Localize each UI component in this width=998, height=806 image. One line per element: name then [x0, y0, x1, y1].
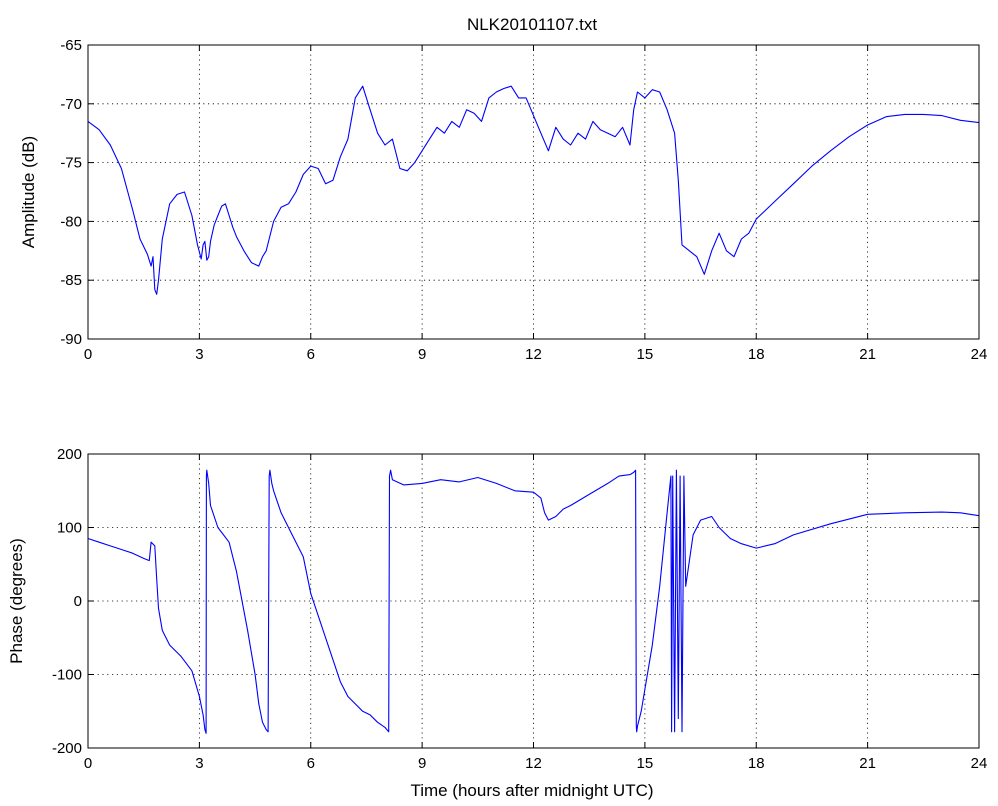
amplitude-x-tick-label: 0	[84, 346, 92, 363]
phase-y-axis-label: Phase (degrees)	[7, 538, 26, 664]
phase-plot: 0 3 6 9 12 15 18 21 24 -200 -100 0 100 200 Phase (deg…	[7, 446, 987, 800]
phase-ticks: 0 3 6 9 12 15 18 21 24 -200 -100 0 100 200	[52, 446, 987, 772]
amplitude-x-tick-label: 3	[195, 346, 203, 363]
amplitude-x-tick-label: 6	[307, 346, 315, 363]
amplitude-x-tick-label: 15	[637, 346, 654, 363]
amplitude-series-line	[87, 85, 980, 295]
phase-trace-group	[87, 469, 980, 734]
amplitude-y-tick-label: -70	[60, 96, 82, 113]
amplitude-y-tick-label: -65	[60, 37, 82, 54]
amplitude-x-tick-label: 24	[971, 346, 988, 363]
phase-x-tick-label: 24	[971, 755, 988, 772]
amplitude-plot: 0 3 6 9 12 15 18 21 24 -90 -85 -80 -75 -70 -65 Amplitu…	[19, 37, 987, 363]
phase-y-tick-label: -200	[52, 740, 82, 757]
amplitude-y-tick-label: -85	[60, 272, 82, 289]
phase-x-tick-label: 9	[418, 755, 426, 772]
amplitude-trace-group	[87, 85, 980, 295]
amplitude-x-tick-label: 9	[418, 346, 426, 363]
phase-y-tick-label: -100	[52, 667, 82, 684]
phase-y-tick-label: 200	[57, 446, 82, 463]
amplitude-y-tick-label: -80	[60, 213, 82, 230]
amplitude-y-tick-label: -90	[60, 331, 82, 348]
amplitude-x-tick-label: 12	[525, 346, 542, 363]
amplitude-grid	[88, 45, 979, 339]
amplitude-x-tick-label: 18	[748, 346, 765, 363]
phase-x-tick-label: 0	[84, 755, 92, 772]
phase-y-tick-label: 100	[57, 520, 82, 537]
phase-x-axis-label: Time (hours after midnight UTC)	[410, 781, 653, 800]
amplitude-y-axis-label: Amplitude (dB)	[19, 136, 38, 248]
phase-x-tick-label: 18	[748, 755, 765, 772]
phase-x-tick-label: 6	[307, 755, 315, 772]
figure-title: NLK20101107.txt	[467, 15, 597, 34]
amplitude-y-tick-label: -75	[60, 155, 82, 172]
phase-series-line	[87, 469, 980, 734]
phase-x-tick-label: 21	[859, 755, 876, 772]
phase-x-tick-label: 15	[637, 755, 654, 772]
phase-x-tick-label: 3	[195, 755, 203, 772]
amplitude-x-tick-label: 21	[859, 346, 876, 363]
phase-y-tick-label: 0	[74, 593, 82, 610]
amplitude-ticks: 0 3 6 9 12 15 18 21 24 -90 -85 -80 -75 -70 -65	[60, 37, 987, 363]
phase-x-tick-label: 12	[525, 755, 542, 772]
